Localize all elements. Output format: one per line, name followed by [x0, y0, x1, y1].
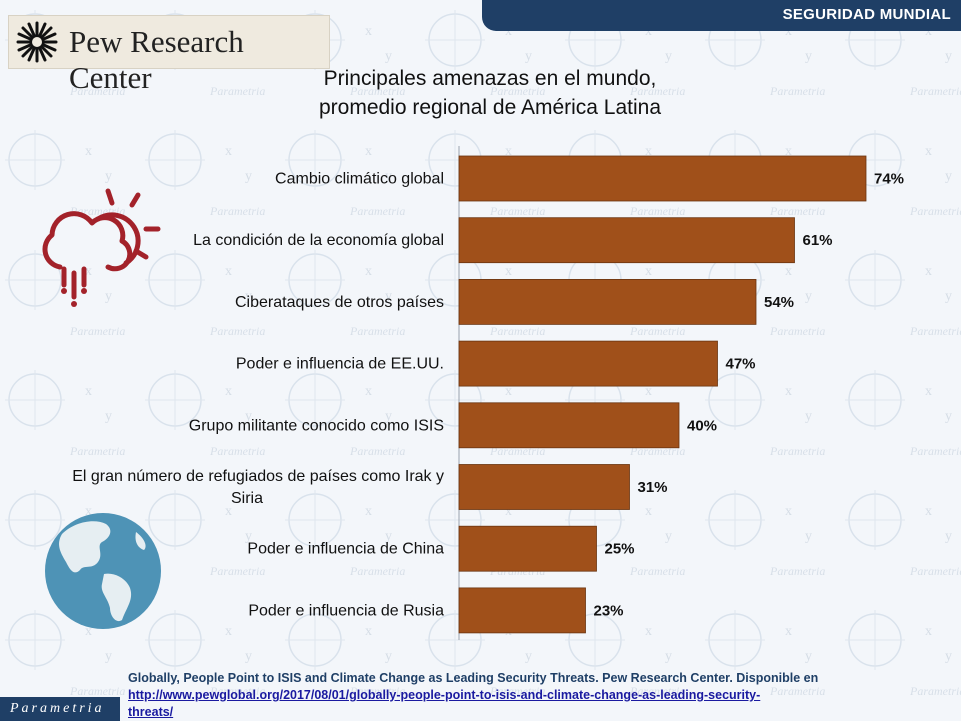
category-label-5: El gran número de refugiados de países c…	[72, 468, 444, 507]
category-label-6: Poder e influencia de China	[247, 541, 444, 558]
chart-title-line-1: Principales amenazas en el mundo,	[323, 67, 657, 90]
bar-3	[458, 340, 718, 387]
pew-logo: Pew Research Center	[8, 15, 330, 95]
category-label-2: Ciberataques de otros países	[235, 294, 444, 311]
bar-4	[458, 402, 680, 449]
source-text: Globally, People Point to ISIS and Clima…	[128, 671, 819, 685]
section-banner: SEGURIDAD MUNDIAL	[482, 0, 961, 31]
value-label-1: 61%	[803, 232, 833, 249]
bar-6	[458, 525, 597, 572]
section-label: SEGURIDAD MUNDIAL	[782, 6, 951, 23]
pew-sunburst-icon	[16, 21, 58, 63]
source-link-line-2: threats/	[128, 705, 174, 719]
bar-2	[458, 278, 757, 325]
category-label-3: Poder e influencia de EE.UU.	[236, 356, 444, 373]
value-label-4: 40%	[687, 417, 717, 434]
category-label-0: Cambio climático global	[275, 171, 444, 188]
logo-text: Pew Research Center	[69, 24, 244, 95]
source-citation: Globally, People Point to ISIS and Clima…	[128, 670, 958, 721]
value-label-7: 23%	[594, 602, 624, 619]
bar-7	[458, 587, 586, 634]
footer-brand: Parametria	[10, 701, 105, 716]
bar-5	[458, 464, 630, 510]
value-label-5: 31%	[638, 479, 668, 496]
chart-title-line-2: promedio regional de América Latina	[318, 96, 662, 119]
parametria-footer-strip: Parametria	[0, 697, 120, 721]
source-link[interactable]: http://www.pewglobal.org/2017/08/01/glob…	[128, 688, 760, 719]
bar-0	[458, 155, 867, 202]
bar-1	[458, 217, 795, 264]
category-label-7: Poder e influencia de Rusia	[248, 602, 444, 619]
globe-americas-icon	[45, 513, 161, 629]
cloud-sun-rain-icon	[42, 188, 161, 307]
chart-title: Principales amenazas en el mundo, promed…	[290, 64, 690, 122]
value-label-6: 25%	[605, 541, 635, 558]
category-label-1: La condición de la economía global	[193, 232, 444, 249]
value-label-2: 54%	[764, 294, 794, 311]
bars-layer: 74% Cambio climático global 61% La condició…	[72, 155, 904, 634]
value-label-0: 74%	[874, 171, 904, 188]
value-label-3: 47%	[726, 356, 756, 373]
source-link-line-1: http://www.pewglobal.org/2017/08/01/glob…	[128, 688, 761, 702]
category-label-4: Grupo militante conocido como ISIS	[189, 417, 444, 434]
